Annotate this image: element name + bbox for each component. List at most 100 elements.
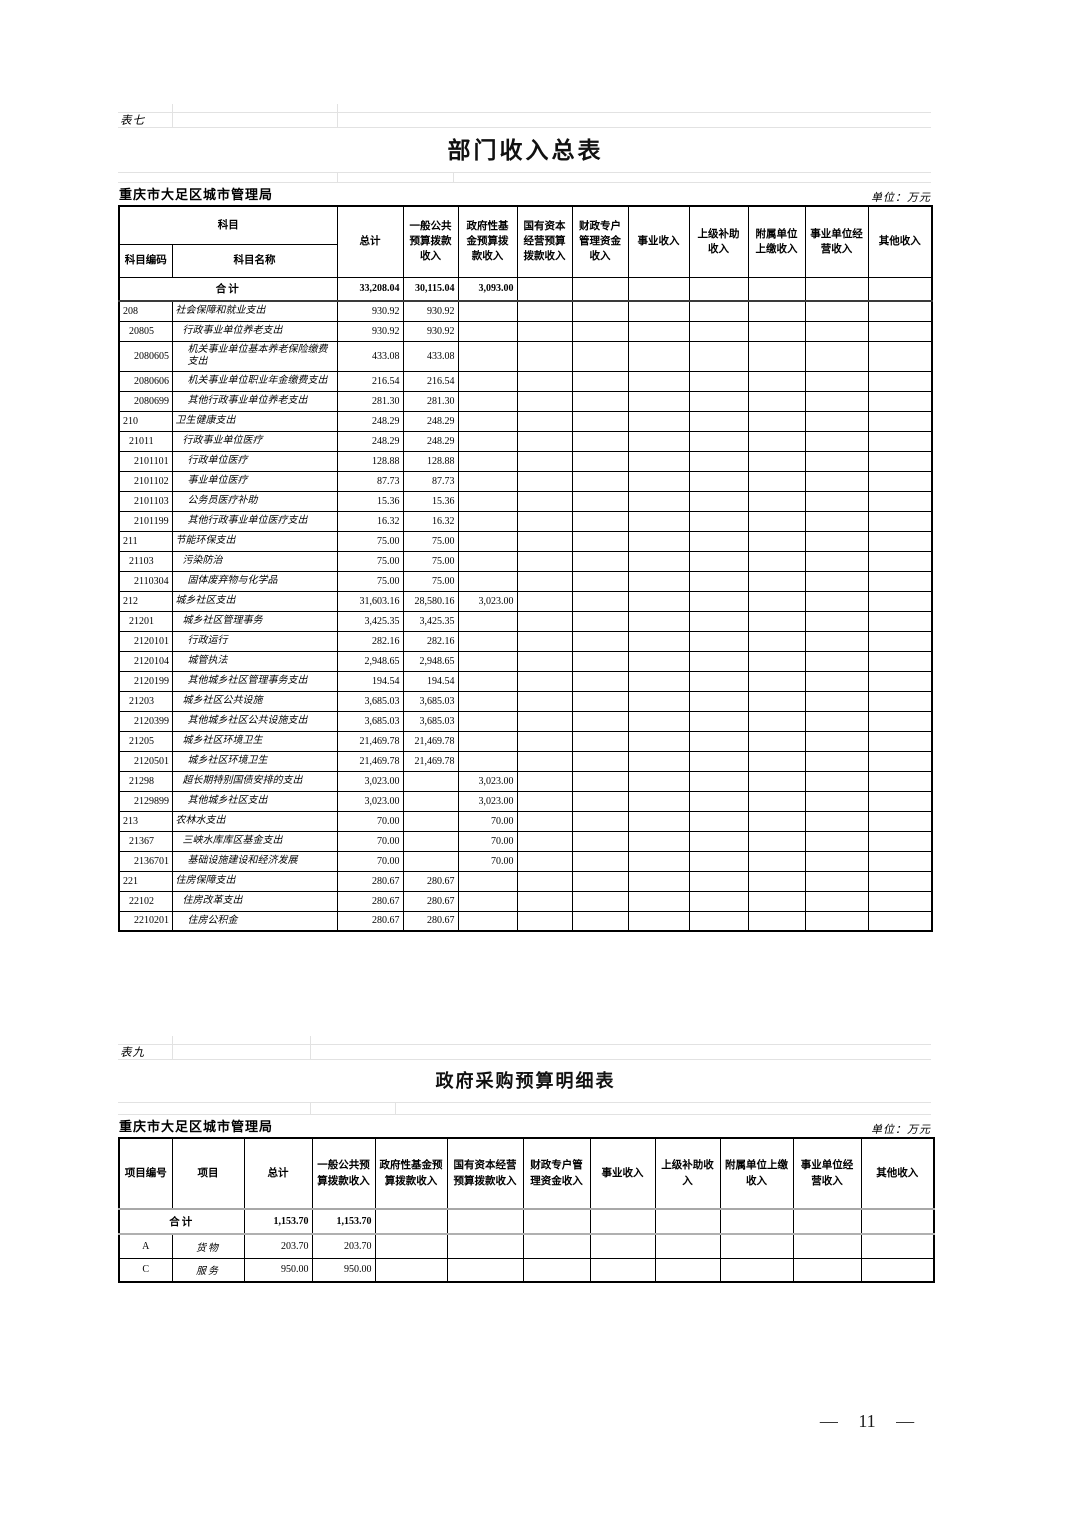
other-income-cell xyxy=(867,610,933,632)
col-header-item: 项目 xyxy=(171,1137,245,1210)
gov-fund-cell xyxy=(457,530,518,552)
general-budget-cell xyxy=(402,850,459,872)
grand-total-row: 合计 1,153.70 1,153.70 xyxy=(118,1208,935,1235)
gov-fund-cell xyxy=(457,430,518,452)
col-header-fiscal-account: 财政专户管理资金收入 xyxy=(571,205,629,278)
general-budget-cell: 75.00 xyxy=(402,530,459,552)
operating-income-cell xyxy=(804,850,869,872)
affiliated-unit-cell xyxy=(747,690,806,712)
state-capital-cell xyxy=(516,670,573,692)
general-budget-cell: 1,153.70 xyxy=(311,1208,376,1235)
general-budget-cell xyxy=(402,830,459,852)
superior-subsidy-cell xyxy=(688,430,749,452)
operating-income-cell xyxy=(804,430,869,452)
affiliated-unit-cell xyxy=(747,610,806,632)
operating-income-cell xyxy=(804,590,869,612)
table-row: 2101101 行政单位医疗 128.88 128.88 xyxy=(118,450,933,472)
table-row: 21367 三峡水库库区基金支出 70.00 70.00 xyxy=(118,830,933,852)
superior-subsidy-cell xyxy=(654,1233,721,1259)
superior-subsidy-cell xyxy=(688,300,749,322)
state-capital-cell xyxy=(516,510,573,532)
col-header-general-budget: 一般公共预算拨款收入 xyxy=(311,1137,376,1210)
fiscal-account-cell xyxy=(571,790,629,812)
spreadsheet-gridline xyxy=(118,127,931,128)
business-income-cell xyxy=(627,730,690,752)
general-budget-cell: 930.92 xyxy=(402,300,459,322)
col-header-total: 总计 xyxy=(336,205,404,278)
col-header-gov-fund: 政府性基金预算拨款收入 xyxy=(374,1137,448,1210)
fiscal-account-cell xyxy=(571,470,629,492)
business-income-cell xyxy=(627,276,690,302)
superior-subsidy-cell xyxy=(688,690,749,712)
business-income-cell xyxy=(627,650,690,672)
business-income-cell xyxy=(627,320,690,342)
affiliated-unit-cell xyxy=(747,450,806,472)
table-row: 21103 污染防治 75.00 75.00 xyxy=(118,550,933,572)
item-name-cell: 服务 xyxy=(171,1257,245,1283)
gov-fund-cell: 3,023.00 xyxy=(457,590,518,612)
affiliated-unit-cell xyxy=(747,276,806,302)
spreadsheet-gridline xyxy=(118,172,931,173)
subject-code-cell: 221 xyxy=(118,870,173,892)
general-budget-cell: 3,685.03 xyxy=(402,690,459,712)
business-income-cell xyxy=(627,610,690,632)
business-income-cell xyxy=(627,470,690,492)
affiliated-unit-cell xyxy=(747,320,806,342)
total-cell: 248.29 xyxy=(336,410,404,432)
other-income-cell xyxy=(867,450,933,472)
total-cell: 280.67 xyxy=(336,870,404,892)
other-income-cell xyxy=(867,370,933,392)
fiscal-account-cell xyxy=(571,590,629,612)
business-income-cell xyxy=(627,510,690,532)
operating-income-cell xyxy=(804,690,869,712)
superior-subsidy-cell xyxy=(688,340,749,372)
general-budget-cell: 3,685.03 xyxy=(402,710,459,732)
spreadsheet-gridline xyxy=(172,1036,173,1059)
subject-name-cell: 污染防治 xyxy=(171,550,338,572)
subject-header: 科目 xyxy=(118,205,338,245)
col-header-affiliated-unit: 附属单位上缴收入 xyxy=(719,1137,794,1210)
total-cell: 33,208.04 xyxy=(336,276,404,302)
gov-fund-cell xyxy=(457,690,518,712)
col-header-total: 总计 xyxy=(243,1137,313,1210)
general-budget-cell: 87.73 xyxy=(402,470,459,492)
table-row: 2080606 机关事业单位职业年金缴费支出 216.54 216.54 xyxy=(118,370,933,392)
other-income-cell xyxy=(867,550,933,572)
subject-name-cell: 基础设施建设和经济发展 xyxy=(171,850,338,872)
subject-name-cell: 其他行政事业单位养老支出 xyxy=(171,390,338,412)
fiscal-account-cell xyxy=(571,550,629,572)
table9-unit-label: 单位：万元 xyxy=(871,1124,931,1136)
total-cell: 216.54 xyxy=(336,370,404,392)
superior-subsidy-cell xyxy=(688,810,749,832)
fiscal-account-cell xyxy=(571,630,629,652)
superior-subsidy-cell xyxy=(688,790,749,812)
business-income-cell xyxy=(627,870,690,892)
operating-income-cell xyxy=(804,340,869,372)
general-budget-cell: 280.67 xyxy=(402,910,459,932)
superior-subsidy-cell xyxy=(688,870,749,892)
affiliated-unit-cell xyxy=(747,470,806,492)
state-capital-cell xyxy=(516,630,573,652)
affiliated-unit-cell xyxy=(747,490,806,512)
state-capital-cell xyxy=(516,340,573,372)
superior-subsidy-cell xyxy=(688,450,749,472)
general-budget-cell: 950.00 xyxy=(311,1257,376,1283)
gov-fund-cell xyxy=(457,410,518,432)
subject-name-cell: 其他城乡社区管理事务支出 xyxy=(171,670,338,692)
other-income-cell xyxy=(867,510,933,532)
affiliated-unit-cell xyxy=(747,890,806,912)
total-cell: 70.00 xyxy=(336,810,404,832)
total-cell: 15.36 xyxy=(336,490,404,512)
other-income-cell xyxy=(867,340,933,372)
state-capital-cell xyxy=(516,276,573,302)
affiliated-unit-cell xyxy=(747,870,806,892)
subject-name-cell: 机关事业单位基本养老保险缴费支出 xyxy=(171,340,338,372)
other-income-cell xyxy=(867,490,933,512)
table7-title: 部门收入总表 xyxy=(447,138,604,163)
business-income-cell xyxy=(627,370,690,392)
gov-fund-cell xyxy=(457,340,518,372)
state-capital-cell xyxy=(516,750,573,772)
subject-name-cell: 住房改革支出 xyxy=(171,890,338,912)
subject-code-cell: 2120101 xyxy=(118,630,173,652)
other-income-cell xyxy=(867,300,933,322)
